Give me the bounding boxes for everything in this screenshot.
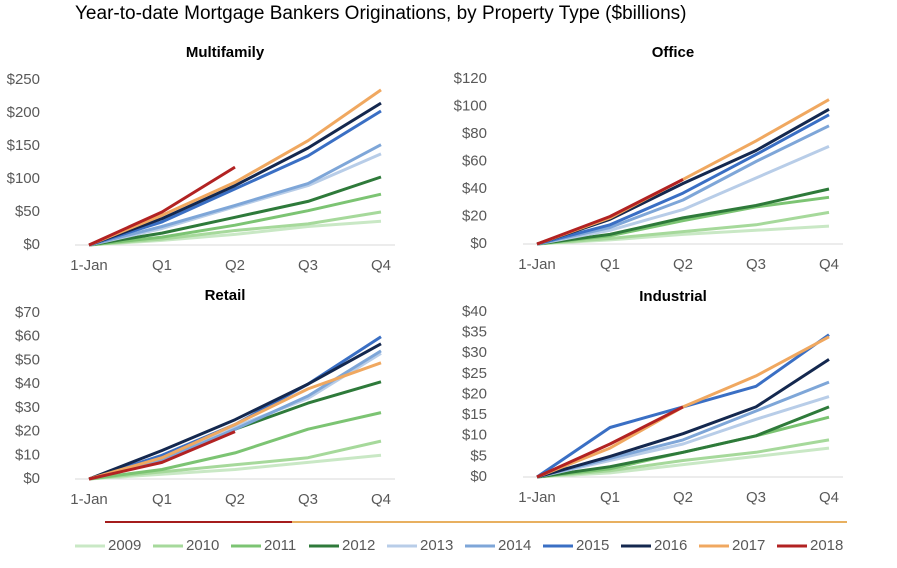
x-tick-label: Q4 — [819, 256, 839, 273]
y-tick-label: $35 — [462, 324, 487, 341]
y-tick-label: $70 — [15, 304, 40, 321]
y-tick-label: $10 — [462, 427, 487, 444]
series-line — [88, 361, 382, 481]
x-tick-label: Q2 — [673, 489, 693, 506]
y-tick-label: $0 — [470, 468, 487, 485]
series-line — [536, 405, 830, 479]
panel-title: Retail — [205, 287, 246, 304]
panel-title: Multifamily — [186, 44, 265, 61]
series-line — [536, 358, 830, 479]
x-tick-label: Q2 — [225, 491, 245, 508]
series-line — [88, 175, 382, 247]
y-tick-label: $200 — [7, 104, 40, 121]
panel-title: Office — [652, 44, 695, 61]
x-tick-label: Q2 — [673, 256, 693, 273]
legend-label: 2009 — [108, 537, 141, 554]
y-tick-label: $20 — [462, 207, 487, 224]
y-tick-label: $0 — [470, 235, 487, 252]
y-tick-label: $25 — [462, 365, 487, 382]
x-tick-label: Q1 — [600, 256, 620, 273]
series-line — [536, 405, 684, 479]
series-line — [88, 411, 382, 481]
series-line — [88, 430, 236, 481]
x-tick-label: Q1 — [152, 491, 172, 508]
x-tick-label: Q3 — [298, 491, 318, 508]
series-line — [88, 439, 382, 481]
panel-title: Industrial — [639, 288, 707, 305]
series-line — [88, 165, 236, 247]
y-tick-label: $20 — [462, 385, 487, 402]
series-line — [536, 124, 830, 246]
y-tick-label: $150 — [7, 137, 40, 154]
legend-label: 2013 — [420, 537, 453, 554]
y-tick-label: $50 — [15, 351, 40, 368]
series-line — [536, 178, 684, 246]
legend-label: 2014 — [498, 537, 531, 554]
series-line — [88, 143, 382, 247]
x-tick-label: Q3 — [746, 256, 766, 273]
y-tick-label: $30 — [15, 399, 40, 416]
series-line — [88, 453, 382, 481]
y-tick-label: $0 — [23, 470, 40, 487]
chart-title: Year-to-date Mortgage Bankers Originatio… — [75, 3, 686, 24]
y-tick-label: $20 — [15, 423, 40, 440]
series-line — [88, 192, 382, 247]
y-tick-label: $30 — [462, 344, 487, 361]
x-tick-label: Q4 — [371, 491, 391, 508]
y-tick-label: $0 — [23, 236, 40, 253]
y-tick-label: $100 — [454, 97, 487, 114]
legend-label: 2012 — [342, 537, 375, 554]
series-line — [536, 210, 830, 246]
series-line — [88, 335, 382, 481]
y-tick-label: $250 — [7, 71, 40, 88]
legend-label: 2011 — [264, 537, 296, 554]
series-line — [88, 88, 382, 247]
x-tick-label: 1-Jan — [70, 491, 108, 508]
series-line — [88, 342, 382, 481]
y-tick-label: $10 — [15, 446, 40, 463]
y-tick-label: $5 — [470, 447, 487, 464]
x-tick-label: Q1 — [600, 489, 620, 506]
y-tick-label: $120 — [454, 70, 487, 87]
y-tick-label: $15 — [462, 406, 487, 423]
y-tick-label: $40 — [15, 375, 40, 392]
legend-label: 2018 — [810, 537, 843, 554]
y-tick-label: $40 — [462, 303, 487, 320]
x-tick-label: Q3 — [298, 257, 318, 274]
y-tick-label: $80 — [462, 125, 487, 142]
y-tick-label: $40 — [462, 180, 487, 197]
x-tick-label: Q2 — [225, 257, 245, 274]
x-tick-label: 1-Jan — [70, 257, 108, 274]
series-line — [536, 107, 830, 246]
legend-label: 2010 — [186, 537, 219, 554]
series-line — [88, 101, 382, 247]
x-tick-label: Q4 — [819, 489, 839, 506]
x-tick-label: Q4 — [371, 257, 391, 274]
x-tick-label: Q1 — [152, 257, 172, 274]
y-tick-label: $60 — [15, 328, 40, 345]
x-tick-label: Q3 — [746, 489, 766, 506]
y-tick-label: $50 — [15, 203, 40, 220]
series-line — [536, 113, 830, 246]
y-tick-label: $100 — [7, 170, 40, 187]
series-line — [536, 187, 830, 246]
legend-label: 2016 — [654, 537, 687, 554]
series-line — [536, 145, 830, 246]
legend-label: 2015 — [576, 537, 609, 554]
legend-label: 2017 — [732, 537, 765, 554]
series-line — [88, 109, 382, 247]
series-line — [536, 98, 830, 246]
y-tick-label: $60 — [462, 152, 487, 169]
x-tick-label: 1-Jan — [518, 256, 556, 273]
x-tick-label: 1-Jan — [518, 489, 556, 506]
